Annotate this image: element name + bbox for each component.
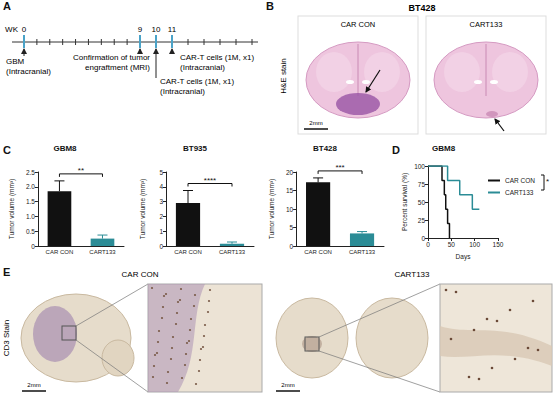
svg-text:10: 10 — [152, 25, 161, 34]
svg-text:BT428: BT428 — [313, 144, 338, 153]
svg-text:Days: Days — [456, 253, 472, 261]
html-text:C: C — [3, 144, 11, 156]
svg-text:H&E stain: H&E stain — [279, 58, 288, 94]
svg-text:Tumor volume (mm³): Tumor volume (mm³) — [268, 179, 276, 239]
svg-text:CAR CON: CAR CON — [122, 270, 159, 279]
svg-text:0: 0 — [22, 25, 27, 34]
svg-text:Percent survival (%): Percent survival (%) — [401, 173, 409, 231]
svg-text:5: 5 — [290, 224, 294, 231]
svg-text:CAR-T cells (1M, x1): CAR-T cells (1M, x1) — [180, 53, 254, 62]
svg-text:3: 3 — [159, 198, 163, 205]
svg-text:CAR CON: CAR CON — [505, 177, 535, 184]
svg-text:2.0: 2.0 — [26, 183, 35, 190]
svg-text:CART133: CART133 — [89, 249, 116, 255]
svg-text:0.5: 0.5 — [26, 228, 35, 235]
svg-text:0: 0 — [159, 243, 163, 250]
svg-text:4: 4 — [159, 183, 163, 190]
svg-text:****: **** — [204, 176, 216, 185]
svg-text:CAR CON: CAR CON — [46, 249, 74, 255]
svg-text:BT428: BT428 — [408, 3, 435, 13]
svg-text:(Intracranial): (Intracranial) — [180, 63, 225, 72]
svg-text:15: 15 — [286, 187, 294, 194]
svg-text:0: 0 — [426, 241, 430, 248]
svg-text:50: 50 — [448, 241, 456, 248]
svg-text:CAR CON: CAR CON — [174, 249, 202, 255]
html-text:E: E — [3, 266, 11, 278]
svg-text:***: *** — [335, 163, 344, 172]
svg-text:0: 0 — [290, 243, 294, 250]
svg-text:**: ** — [78, 166, 84, 175]
svg-text:Tumor volume (mm³): Tumor volume (mm³) — [8, 179, 16, 239]
svg-text:100: 100 — [469, 241, 480, 248]
svg-text:CAR CON: CAR CON — [304, 249, 332, 255]
svg-text:CAR CON: CAR CON — [341, 20, 376, 29]
svg-text:2mm: 2mm — [309, 120, 322, 126]
svg-text:GBM: GBM — [6, 57, 25, 66]
svg-text:1.5: 1.5 — [26, 198, 35, 205]
svg-text:CART133: CART133 — [349, 249, 376, 255]
svg-text:WK: WK — [5, 25, 19, 34]
svg-text:(Intracranial): (Intracranial) — [160, 87, 205, 96]
svg-text:1.0: 1.0 — [26, 213, 35, 220]
html-text:D: D — [392, 144, 400, 156]
svg-text:CART133: CART133 — [505, 189, 534, 196]
svg-text:2mm: 2mm — [281, 382, 294, 388]
svg-text:CART133: CART133 — [395, 270, 431, 279]
svg-text:engraftment (MRI): engraftment (MRI) — [85, 63, 150, 72]
svg-text:11: 11 — [168, 25, 177, 34]
svg-text:2.5: 2.5 — [26, 169, 35, 176]
svg-text:(Intracranial): (Intracranial) — [6, 67, 51, 76]
svg-text:Tumor volume (mm³): Tumor volume (mm³) — [139, 179, 147, 239]
svg-text:*: * — [546, 177, 549, 186]
svg-text:150: 150 — [493, 241, 504, 248]
html-text:A: A — [3, 0, 11, 12]
svg-text:5: 5 — [159, 169, 163, 176]
html-text:B: B — [266, 0, 274, 12]
svg-text:25: 25 — [418, 217, 426, 224]
svg-text:Confirmation of tumor: Confirmation of tumor — [73, 53, 150, 62]
svg-text:2: 2 — [159, 213, 163, 220]
svg-text:CART133: CART133 — [219, 249, 246, 255]
svg-text:20: 20 — [286, 169, 294, 176]
svg-text:GBM8: GBM8 — [432, 144, 456, 153]
svg-text:GBM8: GBM8 — [53, 144, 77, 153]
svg-text:100: 100 — [414, 163, 425, 170]
svg-text:BT935: BT935 — [183, 144, 208, 153]
svg-text:50: 50 — [418, 199, 426, 206]
svg-text:CD3 Stain: CD3 Stain — [2, 320, 11, 356]
svg-text:0: 0 — [31, 243, 35, 250]
svg-text:9: 9 — [138, 25, 143, 34]
svg-text:1: 1 — [159, 228, 163, 235]
svg-text:75: 75 — [418, 181, 426, 188]
svg-text:2mm: 2mm — [27, 382, 40, 388]
svg-text:CAR-T cells (1M, x1): CAR-T cells (1M, x1) — [160, 77, 234, 86]
svg-text:CART133: CART133 — [470, 20, 503, 29]
svg-text:10: 10 — [286, 206, 294, 213]
svg-text:0: 0 — [421, 235, 425, 242]
